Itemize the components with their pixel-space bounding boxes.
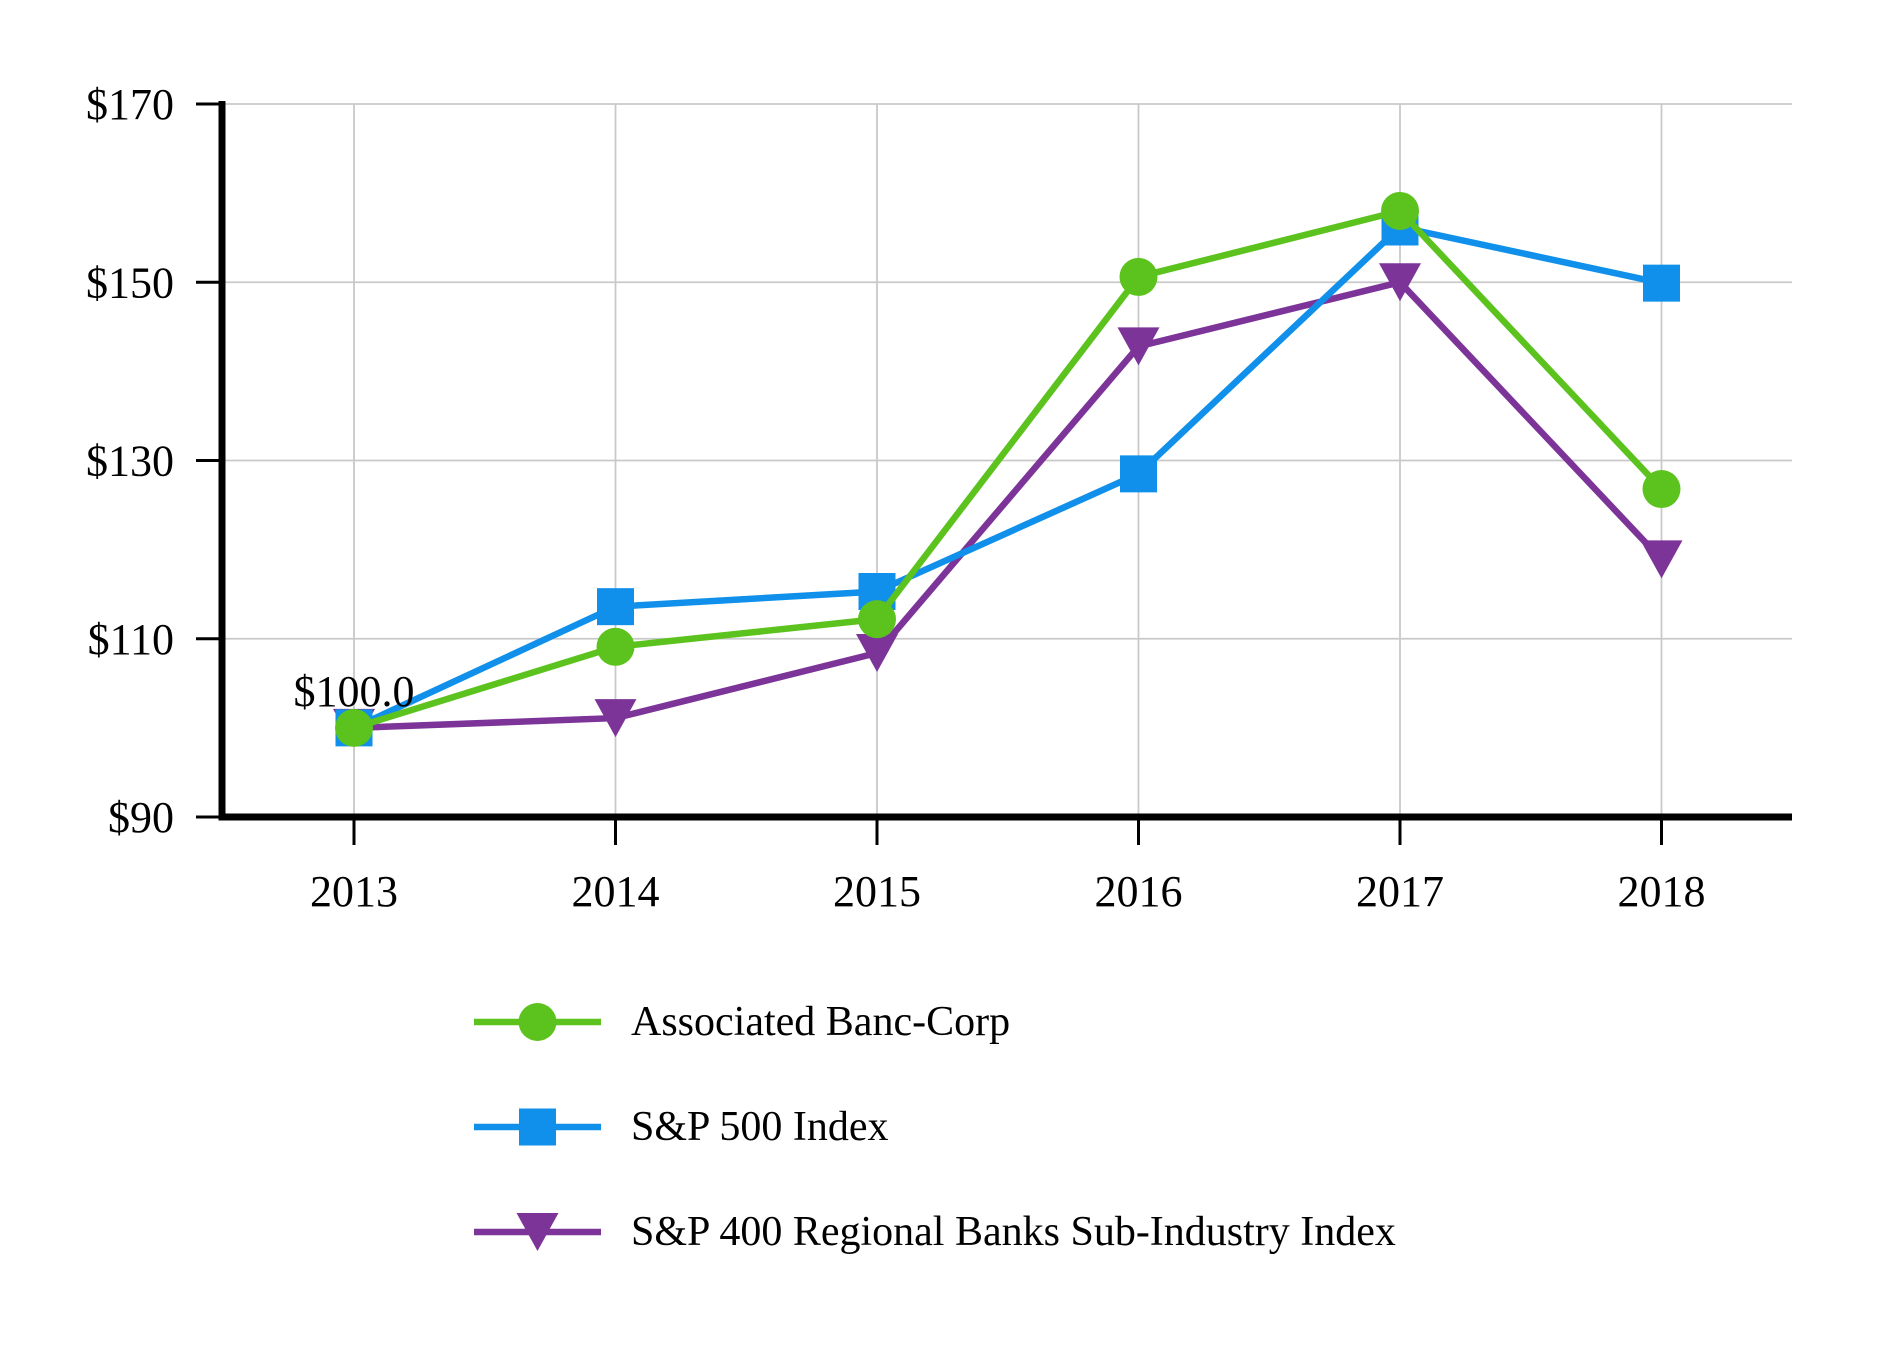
data-point-marker [1117,327,1160,366]
data-point-marker [856,634,898,673]
x-axis-tick-label: 2018 [1618,867,1706,916]
data-point-marker [858,600,896,639]
data-point-marker [597,588,634,626]
legend-item-associated-banc-corp: Associated Banc-Corp [474,997,1396,1047]
legend-item-sp500-index: S&P 500 Index [474,1102,1396,1152]
legend-label: S&P 400 Regional Banks Sub-Industry Inde… [631,1209,1396,1255]
data-point-marker [1381,191,1419,230]
legend-label: Associated Banc-Corp [631,999,1011,1045]
y-axis-tick-label: $110 [88,615,174,664]
data-point-marker [1120,455,1157,493]
x-axis-tick-label: 2014 [572,867,660,916]
x-axis-tick-label: 2015 [833,867,921,916]
triangle-series-marker-icon [474,1213,601,1251]
series-line [352,223,1663,731]
legend-marker [519,1108,556,1146]
data-point-marker [335,708,373,747]
data-point-marker [1119,257,1158,296]
data-point-marker [1643,264,1680,302]
data-point-marker [1640,540,1683,579]
legend-marker [516,1213,559,1251]
performance-line-chart: $90 $110 $130 $150 $170 2013 2014 2015 2016 2017 2… [86,80,1792,916]
start-value-annotation: $100.0 [294,667,415,716]
circle-series-marker-icon [474,1003,601,1041]
y-axis-tick-label: $170 [86,80,174,129]
x-axis-tick-label: 2013 [310,867,398,916]
legend-item-sp400-regional-banks: S&P 400 Regional Banks Sub-Industry Inde… [474,1207,1396,1257]
y-axis-tick-label: $90 [108,793,174,842]
series-line [353,278,1664,732]
data-point-marker [594,699,637,738]
legend-marker [518,1003,557,1041]
y-axis-tick-label: $130 [86,437,174,486]
data-point-marker [1379,263,1421,302]
square-series-marker-icon [474,1108,601,1146]
x-axis-tick-label: 2017 [1356,867,1444,916]
x-axis-tick-label: 2016 [1095,867,1183,916]
data-point-marker [1642,470,1681,509]
legend-label: S&P 500 Index [631,1104,889,1150]
y-axis-tick-label: $150 [86,258,174,307]
data-point-marker [596,627,635,666]
series-line [353,207,1664,731]
chart-legend: Associated Banc-Corp S&P 500 Index S&P 4… [474,997,1396,1312]
